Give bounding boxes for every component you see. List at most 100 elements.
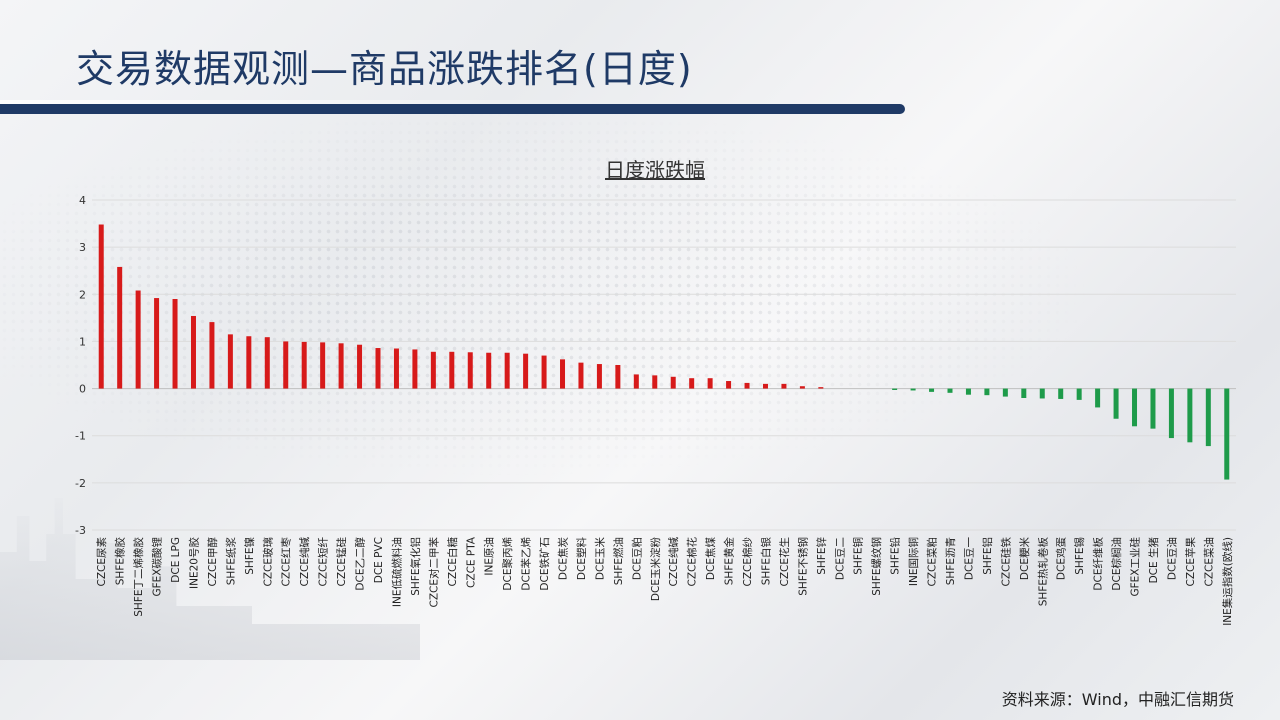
data-bar <box>1224 388 1230 480</box>
x-category-label: SHFE燃油 <box>612 537 625 585</box>
data-bar <box>209 322 215 389</box>
y-tick-label: -2 <box>75 477 86 490</box>
x-category-label: DCE乙二醇 <box>354 537 367 591</box>
x-category-label: DCE苯乙烯 <box>520 537 533 591</box>
x-category-label: CZCE棉花 <box>686 537 699 587</box>
data-bar <box>1150 388 1156 429</box>
x-category-label: DCE棕榈油 <box>1110 537 1123 591</box>
data-bar <box>726 381 732 389</box>
x-category-label: CZCE尿素 <box>95 537 108 587</box>
data-bar <box>227 334 233 389</box>
x-category-label: SHFE白银 <box>759 537 772 586</box>
data-bar <box>449 351 455 389</box>
data-bar <box>393 348 399 389</box>
data-bar <box>1168 388 1174 439</box>
x-category-label: DCE鸡蛋 <box>1055 537 1068 581</box>
source-note: 资料来源：Wind，中融汇信期货 <box>1001 690 1234 709</box>
x-category-label: DCE豆粕 <box>630 537 643 580</box>
x-category-label: DCE豆二 <box>834 537 846 580</box>
x-category-label: CZCE对二甲苯 <box>427 537 440 608</box>
data-bar <box>486 352 492 389</box>
x-category-label: CZCE PTA <box>465 536 477 588</box>
x-category-label: SHFE丁二烯橡胶 <box>132 537 145 617</box>
data-bar <box>1095 388 1101 408</box>
x-category-label: DCE粳米 <box>1018 537 1031 581</box>
x-category-label: SHFE纸浆 <box>224 537 237 586</box>
x-category-label: INE原油 <box>483 537 496 576</box>
data-bar <box>375 348 381 389</box>
x-category-label: DCE玉米 <box>593 537 606 581</box>
x-category-label: SHFE镍 <box>243 537 256 575</box>
data-bar <box>301 341 307 389</box>
data-bar <box>965 388 971 395</box>
title-bar-highlight <box>0 100 700 104</box>
data-bar <box>154 298 160 389</box>
data-bar <box>578 362 584 389</box>
data-bar <box>1021 388 1027 398</box>
x-category-label: SHFE锌 <box>815 537 828 575</box>
data-bar <box>430 351 436 389</box>
data-bar <box>818 387 824 389</box>
title-underline-bar <box>0 104 905 114</box>
data-bar <box>320 342 326 389</box>
data-bar <box>560 359 566 389</box>
x-category-label: DCE豆一 <box>963 537 975 581</box>
data-bar <box>984 388 990 396</box>
x-category-label: CZCE短纤 <box>317 537 330 587</box>
x-category-label: GFEX工业硅 <box>1129 537 1142 597</box>
x-category-label: CZCE苹果 <box>1184 537 1197 587</box>
data-bar <box>781 383 787 389</box>
data-bar <box>541 355 547 389</box>
x-category-label: DCE PVC <box>373 537 385 583</box>
data-bar <box>910 388 916 391</box>
data-bar <box>246 336 252 389</box>
x-category-label: SHFE不锈钢 <box>796 537 809 596</box>
data-bar <box>117 266 123 389</box>
x-category-label: CZCE玻璃 <box>261 537 274 587</box>
data-bar <box>1187 388 1193 443</box>
x-category-label: SHFE铝 <box>981 537 994 575</box>
data-bar <box>283 341 289 389</box>
data-bar <box>1002 388 1008 397</box>
data-bar <box>670 376 676 389</box>
x-category-label: DCE铁矿石 <box>538 537 551 591</box>
data-bar <box>892 388 898 390</box>
data-bar <box>929 388 935 392</box>
x-category-label: CZCE花生 <box>778 537 791 587</box>
data-bar <box>412 349 418 389</box>
x-category-label: CZCE棉纱 <box>741 537 754 587</box>
y-tick-label: -3 <box>75 524 86 537</box>
data-bar <box>652 375 658 389</box>
x-category-label: CZCE纯碱 <box>667 537 680 587</box>
y-tick-label: 0 <box>79 383 86 396</box>
x-category-label: SHFE橡胶 <box>114 537 127 586</box>
x-category-label: DCE 生猪 <box>1147 537 1160 584</box>
x-category-label: DCE纤维板 <box>1092 537 1105 591</box>
x-category-label: DCE焦炭 <box>557 537 570 581</box>
x-category-label: DCE豆油 <box>1165 537 1178 580</box>
data-bar <box>1039 388 1045 399</box>
data-bar <box>338 343 344 389</box>
data-bar <box>357 344 363 389</box>
x-category-label: CZCE菜粕 <box>926 537 939 587</box>
data-bar <box>1205 388 1211 447</box>
x-category-label: DCE塑料 <box>575 537 588 581</box>
y-tick-label: 4 <box>79 194 86 207</box>
y-tick-label: 3 <box>79 241 86 254</box>
data-bar <box>947 388 953 393</box>
x-category-label: CZCE菜油 <box>1202 537 1215 587</box>
chart-title: 日度涨跌幅 <box>605 158 705 182</box>
data-bar <box>596 364 602 389</box>
y-tick-label: -1 <box>75 430 86 443</box>
x-category-label: CZCE硅铁 <box>999 537 1012 587</box>
slide-title: 交易数据观测—商品涨跌排名(日度) <box>76 47 693 91</box>
x-category-label: INE集运指数(欧线) <box>1221 537 1234 626</box>
data-bar <box>98 224 104 389</box>
x-category-label: SHFE铅 <box>889 537 902 575</box>
data-bar <box>744 382 750 389</box>
data-bar <box>135 290 141 389</box>
data-bar <box>689 378 695 389</box>
x-category-label: SHFE氧化铝 <box>409 537 422 596</box>
x-category-label: DCE玉米淀粉 <box>649 537 662 602</box>
